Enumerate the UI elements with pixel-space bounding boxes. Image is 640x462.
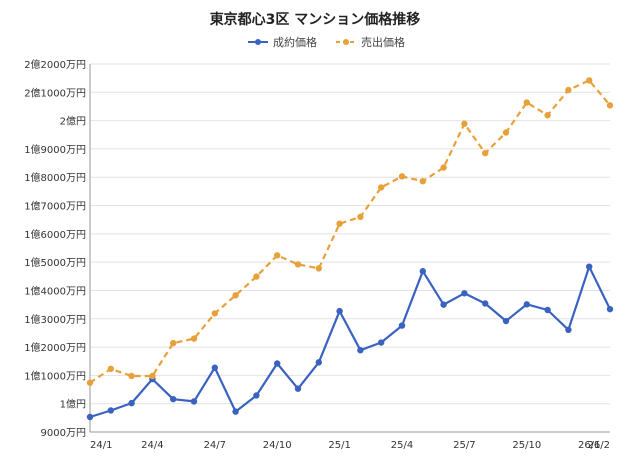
data-point — [274, 360, 281, 367]
gridlines — [90, 63, 610, 433]
x-tick-label: 25/7 — [453, 440, 475, 451]
data-point — [565, 326, 572, 334]
y-tick-label: 1億円 — [60, 398, 86, 411]
y-tick-label: 1億8000万円 — [24, 171, 86, 184]
y-tick-label: 1億7000万円 — [24, 200, 86, 213]
data-point — [523, 99, 530, 106]
x-axis-ticks: 24/1 24/4 24/7 24/10 25/1 25/4 25/7 25/10 26/126… — [90, 440, 610, 451]
data-point — [190, 398, 198, 405]
series-2 — [86, 77, 614, 386]
y-tick-label: 1億4000万円 — [24, 284, 86, 297]
data-point — [502, 317, 510, 325]
data-point — [128, 372, 135, 380]
legend: 成約価格 売出価格 — [248, 35, 405, 49]
data-point — [502, 129, 510, 136]
x-tick-label: 26/2 — [588, 440, 610, 451]
data-point — [253, 273, 260, 280]
data-point — [357, 346, 364, 354]
legend-item: 成約価格 — [248, 35, 317, 49]
y-tick-label: 1億2000万円 — [24, 341, 86, 354]
data-point — [482, 149, 489, 157]
data-point — [398, 322, 406, 329]
data-point — [336, 220, 343, 227]
data-point — [211, 310, 218, 317]
x-tick-label: 25/10 — [512, 440, 541, 451]
legend-swatch-marker — [343, 39, 349, 45]
data-point — [170, 339, 177, 347]
y-tick-label: 2億2000万円 — [24, 58, 86, 71]
y-tick-label: 1億6000万円 — [24, 228, 86, 241]
data-point — [523, 301, 530, 308]
data-point — [274, 252, 281, 259]
data-point — [440, 164, 447, 171]
y-tick-label: 1億9000万円 — [24, 143, 86, 156]
data-point — [398, 173, 406, 180]
y-tick-label: 9000万円 — [41, 428, 86, 439]
data-point — [232, 408, 239, 415]
legend-item: 売出価格 — [336, 35, 405, 49]
y-axis-ticks: 9000万円 1億円 1億1000万円 1億2000万円 1億3000万円 1億4000万… — [24, 58, 86, 439]
x-tick-label: 25/4 — [391, 440, 413, 451]
x-tick-label: 24/10 — [263, 440, 292, 451]
data-point — [294, 261, 302, 268]
legend-swatch-marker — [255, 39, 261, 45]
data-point — [440, 301, 447, 308]
y-tick-label: 1億1000万円 — [24, 369, 86, 382]
data-point — [294, 385, 302, 392]
data-point — [107, 365, 115, 373]
series-1 — [86, 263, 614, 421]
data-point — [461, 290, 468, 297]
data-point — [315, 359, 322, 366]
legend-label: 売出価格 — [361, 35, 405, 49]
data-point — [419, 268, 426, 275]
data-point — [419, 177, 426, 185]
y-tick-label: 1億5000万円 — [24, 256, 86, 269]
data-point — [461, 120, 468, 127]
data-point — [211, 364, 218, 371]
y-tick-label: 2億1000万円 — [24, 86, 86, 99]
x-tick-label: 24/4 — [141, 440, 163, 451]
x-tick-label: 26/1 — [578, 440, 600, 451]
data-point — [357, 213, 364, 221]
x-tick-label: 25/1 — [328, 440, 350, 451]
data-point — [86, 379, 94, 386]
data-point — [315, 265, 322, 272]
data-point — [170, 395, 177, 403]
data-point — [586, 77, 593, 84]
data-point — [606, 102, 614, 109]
data-point — [128, 399, 135, 407]
chart-title: 東京都心3区 マンション価格推移 — [210, 11, 421, 28]
data-point — [606, 305, 614, 313]
data-point — [149, 372, 156, 380]
data-point — [107, 407, 115, 414]
data-point — [86, 413, 94, 421]
data-point — [586, 263, 593, 270]
data-point — [253, 392, 260, 399]
series-line — [89, 79, 611, 384]
data-point — [336, 307, 343, 315]
data-point — [544, 306, 551, 314]
data-point — [190, 335, 198, 342]
data-point — [544, 112, 551, 119]
data-point — [482, 300, 489, 307]
data-point — [232, 292, 239, 299]
data-point — [565, 86, 572, 94]
y-tick-label: 1億3000万円 — [24, 313, 86, 326]
series-line — [89, 265, 611, 419]
data-point — [378, 339, 385, 346]
data-point — [378, 184, 385, 191]
x-tick-label: 24/7 — [204, 440, 226, 451]
x-tick-label: 24/1 — [90, 440, 112, 451]
series-group — [86, 77, 614, 421]
legend-label: 成約価格 — [273, 35, 317, 49]
axes — [89, 64, 610, 433]
y-tick-label: 2億円 — [60, 115, 86, 128]
